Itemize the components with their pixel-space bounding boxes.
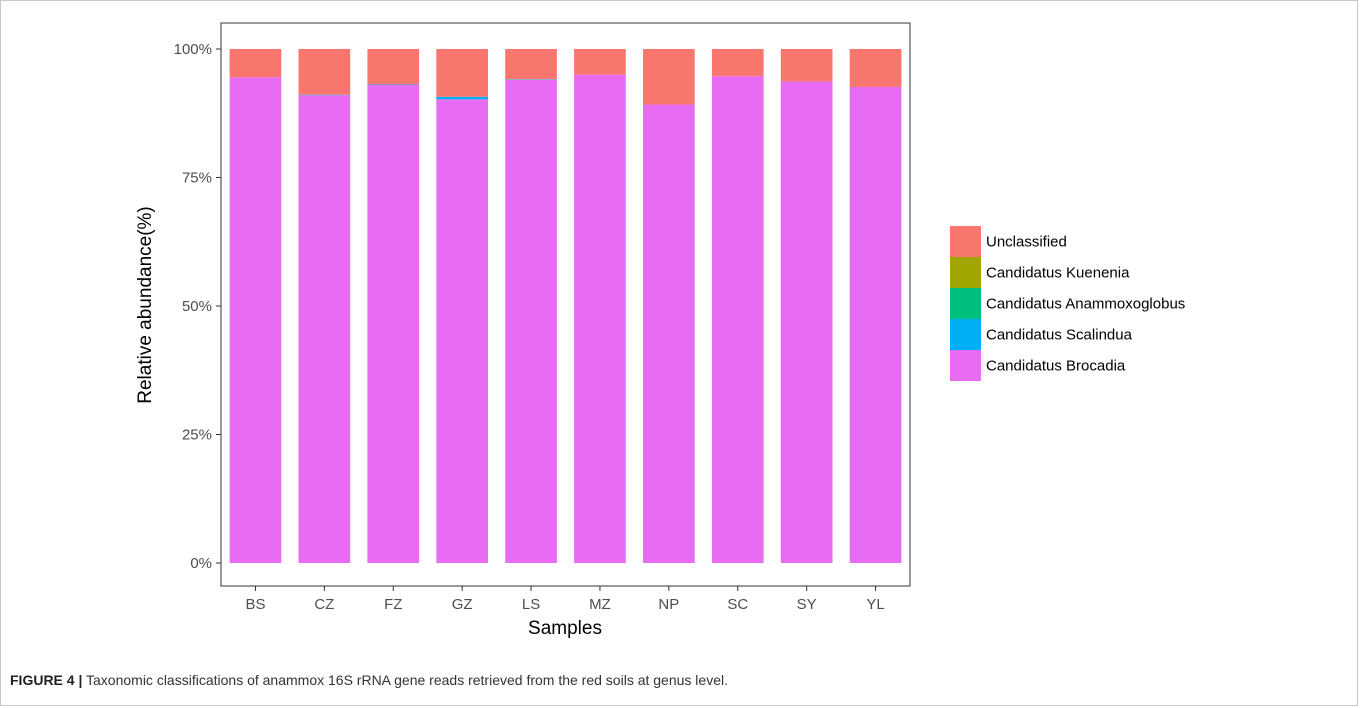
bar-candidatus-brocadia-gz (436, 99, 488, 563)
x-tick-label: MZ (589, 596, 611, 613)
bar-unclassified-gz (436, 49, 488, 97)
legend-label-candidatus-kuenenia: Candidatus Kuenenia (986, 265, 1130, 282)
x-tick-label: NP (658, 596, 679, 613)
x-tick-label: CZ (314, 596, 334, 613)
x-tick-label: GZ (452, 596, 473, 613)
legend-key-candidatus-brocadia (950, 350, 981, 381)
figure-label: FIGURE 4 | (10, 672, 83, 688)
legend-label-candidatus-brocadia: Candidatus Brocadia (986, 358, 1126, 375)
bar-candidatus-scalindua-gz (436, 96, 488, 100)
bar-candidatus-brocadia-cz (298, 95, 351, 563)
x-tick-label: BS (245, 596, 265, 613)
bar-candidatus-brocadia-mz (574, 74, 626, 563)
bar-unclassified-np (643, 49, 695, 105)
x-tick-label: LS (522, 596, 540, 613)
x-axis-title: Samples (528, 618, 602, 639)
legend: Unclassified Candidatus Kuenenia Candidatu… (950, 226, 1185, 381)
bar-candidatus-scalindua-ls (505, 79, 557, 80)
legend-label-candidatus-anammoxoglobus: Candidatus Anammoxoglobus (986, 296, 1185, 313)
y-tick-label: 25% (182, 427, 212, 444)
legend-key-candidatus-kuenenia (950, 257, 981, 288)
bar-unclassified-bs (229, 49, 282, 78)
x-tick-label: FZ (384, 596, 402, 613)
bar-candidatus-brocadia-yl (849, 87, 902, 563)
bar-candidatus-scalindua-cz (298, 94, 351, 96)
bar-candidatus-brocadia-bs (229, 77, 282, 564)
bar-unclassified-mz (574, 49, 626, 75)
bar-unclassified-fz (367, 49, 420, 85)
x-tick-label: SC (727, 596, 748, 613)
bar-candidatus-brocadia-sc (711, 76, 764, 563)
bar-candidatus-brocadia-ls (505, 79, 557, 563)
figure-caption: FIGURE 4 | Taxonomic classifications of … (10, 672, 1340, 688)
bar-unclassified-cz (298, 49, 351, 95)
bar-candidatus-brocadia-np (643, 104, 695, 564)
bar-unclassified-sy (780, 49, 833, 82)
y-axis-title: Relative abundance(%) (135, 206, 156, 404)
y-tick-label: 100% (174, 41, 212, 58)
legend-label-candidatus-scalindua: Candidatus Scalindua (986, 327, 1133, 344)
legend-key-unclassified (950, 226, 981, 257)
legend-label-unclassified: Unclassified (986, 234, 1067, 251)
stacked-bar-chart: 0% 25% 50% 75% 100% BS CZ FZ GZ LS MZ NP SC SY YL Rel… (135, 22, 1185, 639)
bar-candidatus-scalindua-fz (367, 84, 420, 85)
bars-layer (229, 49, 902, 564)
legend-key-candidatus-anammoxoglobus (950, 288, 981, 319)
y-tick-label: 50% (182, 298, 212, 315)
x-tick-label: SY (797, 596, 817, 613)
bar-candidatus-brocadia-sy (780, 81, 833, 564)
y-tick-label: 75% (182, 170, 212, 187)
figure-caption-text: Taxonomic classifications of anammox 16S… (86, 672, 728, 688)
bar-unclassified-ls (505, 49, 557, 80)
x-tick-label: YL (866, 596, 884, 613)
plot-area: 0% 25% 50% 75% 100% BS CZ FZ GZ LS MZ NP SC SY YL (174, 22, 911, 613)
bar-unclassified-sc (711, 49, 764, 77)
y-axis: 0% 25% 50% 75% 100% (174, 41, 221, 572)
y-tick-label: 0% (190, 555, 212, 572)
bar-candidatus-brocadia-fz (367, 84, 420, 563)
x-axis: BS CZ FZ GZ LS MZ NP SC SY YL (245, 586, 885, 613)
legend-key-candidatus-scalindua (950, 319, 981, 350)
bar-unclassified-yl (849, 49, 902, 88)
